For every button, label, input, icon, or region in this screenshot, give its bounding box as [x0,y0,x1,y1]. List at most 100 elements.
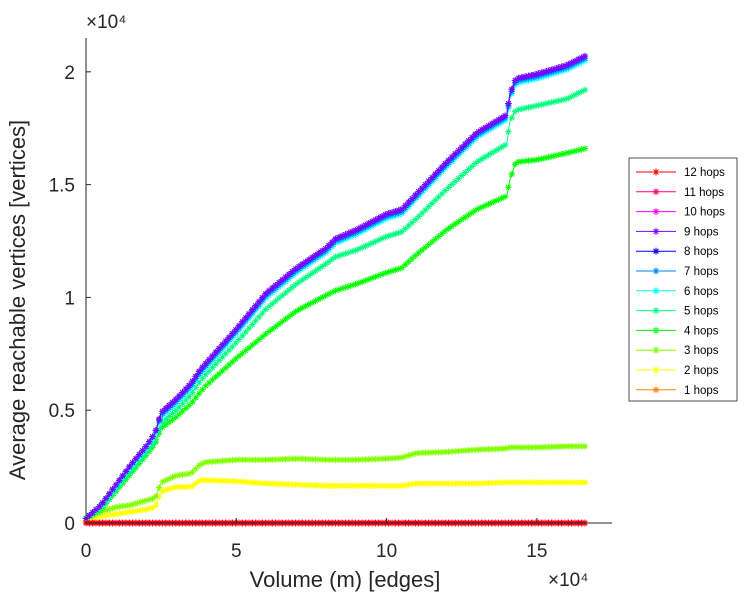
data-point [485,200,492,208]
data-point [475,157,482,165]
data-point [295,279,303,286]
data-point [99,499,106,506]
data-point [398,454,406,461]
data-point [452,220,459,228]
series-markers-9-hops [82,52,589,522]
data-point [458,447,466,455]
data-point [202,360,209,367]
data-point [551,479,559,486]
data-point [219,477,226,484]
data-point [205,367,213,375]
data-point [385,482,392,489]
data-point [525,72,532,80]
data-point [365,220,372,227]
data-point [179,400,186,407]
data-point [452,150,459,157]
data-point [488,479,496,487]
data-point [119,478,126,485]
data-point [518,479,525,486]
data-point [179,389,186,396]
data-point [119,509,126,517]
data-point [372,238,379,245]
data-point [299,260,306,268]
data-point [182,405,189,412]
data-point [126,463,133,471]
data-point [165,419,173,426]
data-point [245,479,253,486]
data-point [418,480,426,487]
data-point [109,486,116,493]
data-point [565,95,572,102]
data-point [505,479,512,486]
data-point [565,443,572,450]
data-point [388,482,396,489]
data-point [428,238,436,246]
data-point [245,344,253,352]
legend-label: 10 hops [684,207,725,219]
data-point [129,459,136,466]
data-point [528,71,535,79]
data-point [165,485,173,493]
data-point [555,64,562,71]
legend: 12 hops 11 hops 10 hops 9 hops 8 hops 7 hops 6… [628,157,738,402]
data-point [541,68,549,75]
data-point [219,353,226,361]
data-point [262,456,269,464]
data-point [129,466,136,473]
data-point [402,202,409,209]
data-point [142,443,150,450]
data-point [255,298,263,305]
data-point [265,328,273,335]
data-point [149,495,156,503]
data-point [438,163,446,171]
data-point [215,457,223,465]
data-point [212,458,219,465]
data-point [302,481,309,489]
data-point [335,286,343,293]
data-point [255,456,263,464]
data-point [235,336,243,343]
data-point [418,246,426,254]
data-point [455,480,462,487]
data-point [232,326,239,333]
data-point [445,184,452,191]
data-point [485,151,492,159]
data-point [205,477,213,484]
data-point [478,446,486,453]
data-point [525,157,532,164]
data-point [139,447,146,454]
data-point [525,104,532,111]
data-point [425,480,432,487]
data-point [448,223,456,230]
data-point [488,199,496,206]
data-point [195,462,203,469]
data-point [571,443,579,450]
data-point [408,195,416,202]
data-point [455,447,462,455]
data-point [215,477,223,484]
data-point [272,282,279,289]
data-point [345,482,352,489]
data-point [322,261,329,268]
data-point [289,481,296,488]
data-point [315,482,323,489]
data-point [448,181,456,188]
data-point [232,339,239,347]
data-point [179,408,186,415]
data-point [182,385,189,393]
data-point [372,216,379,224]
data-point [86,512,93,519]
data-point [212,373,219,381]
data-point [142,450,150,457]
legend-swatch-marker [652,326,660,334]
data-point [265,303,273,310]
data-point [209,477,216,484]
data-point [568,59,575,66]
data-point [185,470,193,477]
data-point [468,480,476,487]
x-ticks: 0 5 10 15 [81,518,547,562]
data-point [435,193,442,201]
data-point [375,455,382,463]
data-point [202,382,209,390]
data-point [561,443,569,450]
